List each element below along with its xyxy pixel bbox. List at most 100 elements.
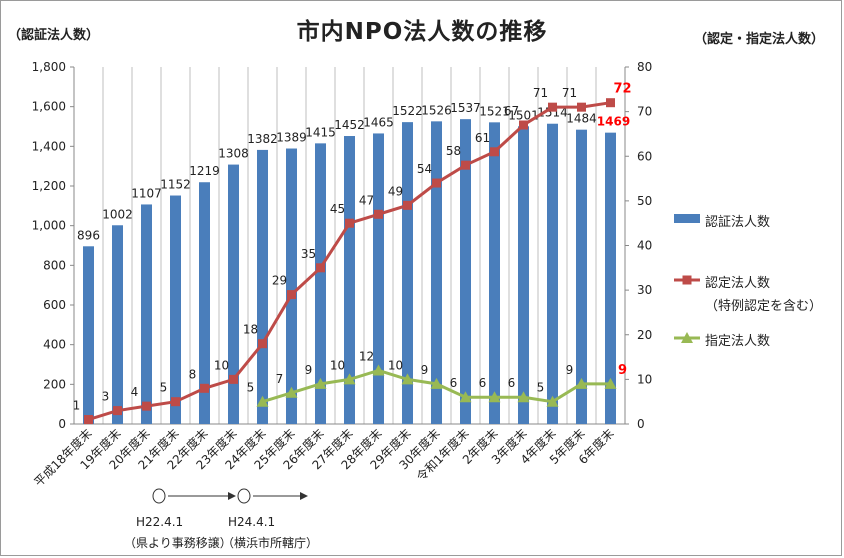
line-point	[606, 98, 615, 108]
line-point	[461, 160, 470, 170]
line-value-label: 61	[475, 131, 490, 145]
bar-value-label: 1415	[305, 125, 336, 139]
line-point	[604, 377, 617, 389]
line-value-label: 5	[537, 381, 545, 395]
line-point	[401, 373, 414, 385]
left-tick-label: 400	[43, 338, 66, 352]
left-tick-label: 1,600	[32, 100, 66, 114]
bar-value-label: 1484	[566, 112, 597, 126]
line-point	[316, 263, 325, 273]
line-point	[548, 102, 557, 112]
bar-value-label: 1469	[597, 115, 630, 129]
bar-value-label: 1522	[392, 104, 423, 118]
bar-value-label: 1537	[450, 101, 481, 115]
bar	[257, 149, 268, 425]
left-tick-label: 1,200	[32, 179, 66, 193]
line-value-label: 7	[276, 372, 284, 386]
bar	[344, 136, 355, 424]
line-value-label: 9	[421, 363, 429, 377]
line-value-label: 54	[417, 162, 432, 176]
bar	[199, 182, 210, 424]
h22-arrowhead	[228, 492, 236, 500]
line-value-label: 6	[508, 376, 516, 390]
bar-value-label: 1514	[537, 106, 568, 120]
line-value-label: 29	[272, 274, 287, 288]
line-point	[432, 178, 441, 188]
bar	[112, 225, 123, 424]
line-value-label: 12	[359, 349, 374, 363]
line-value-label: 49	[388, 184, 403, 198]
line-value-label: 71	[562, 86, 577, 100]
left-tick-label: 1,000	[32, 219, 66, 233]
line-point	[374, 209, 383, 219]
right-tick-label: 60	[637, 149, 652, 163]
right-tick-label: 20	[637, 328, 652, 342]
bar	[489, 122, 500, 425]
right-tick-label: 70	[637, 105, 652, 119]
bar-value-label: 1382	[247, 132, 278, 146]
line-point	[285, 386, 298, 398]
footnote-h24-date: H24.4.1	[228, 515, 276, 529]
h24-circle-marker	[237, 488, 251, 504]
bar-value-label: 1152	[160, 178, 191, 192]
chart-title: 市内NPO法人数の推移	[296, 19, 548, 45]
line-value-label: 9	[566, 363, 574, 377]
bar	[228, 164, 239, 424]
bar-value-label: 1002	[102, 207, 133, 221]
h24-arrowhead	[300, 492, 308, 500]
right-axis-unit: （認定・指定法人数）	[693, 32, 824, 47]
left-axis-unit: （認証法人数）	[8, 28, 100, 43]
line-point	[517, 391, 530, 403]
line-value-label: 9	[305, 363, 313, 377]
left-tick-label: 1,800	[32, 60, 66, 74]
line-point	[84, 415, 93, 425]
line-point	[142, 401, 151, 411]
line-point	[575, 377, 588, 389]
bar	[605, 132, 616, 425]
line-point	[256, 395, 269, 407]
right-tick-label: 0	[637, 417, 645, 431]
line-point	[459, 391, 472, 403]
bar-value-label: 1308	[218, 147, 249, 161]
line-value-label: 6	[450, 376, 458, 390]
line-value-label: 3	[102, 390, 110, 404]
footnote-h22-date: H22.4.1	[136, 515, 184, 529]
bar-value-label: 896	[77, 228, 100, 242]
line-value-label: 6	[479, 376, 487, 390]
line-point	[113, 406, 122, 416]
bar	[170, 195, 181, 424]
bar-value-label: 1452	[334, 118, 365, 132]
bar	[518, 126, 529, 424]
bar	[431, 121, 442, 425]
line-point	[200, 383, 209, 393]
legend-line1-label: 認定法人数	[705, 276, 771, 291]
bar	[402, 122, 413, 425]
line-point	[287, 290, 296, 300]
line-point	[490, 147, 499, 157]
line-value-label: 10	[330, 358, 345, 372]
line-point	[258, 339, 267, 349]
line-value-label: 1	[73, 399, 81, 413]
right-tick-label: 80	[637, 60, 652, 74]
line-point	[577, 102, 586, 112]
line-point	[403, 200, 412, 210]
line-value-label: 45	[330, 202, 345, 216]
bar	[141, 204, 152, 424]
line-value-label: 35	[301, 247, 316, 261]
bar-value-label: 1526	[421, 103, 452, 117]
legend-line2-marker	[681, 332, 693, 343]
line-value-label: 67	[504, 104, 519, 118]
legend-line2-label: 指定法人数	[705, 334, 771, 349]
bar	[83, 246, 94, 424]
footnote-h22-note: （県より事務移譲）	[124, 536, 232, 550]
line-value-label: 10	[388, 358, 403, 372]
legend-line1-marker	[682, 275, 692, 285]
bar-value-label: 1107	[131, 186, 162, 200]
left-tick-label: 0	[58, 417, 66, 431]
right-tick-label: 10	[637, 372, 652, 386]
bar	[286, 148, 297, 424]
line-value-label: 72	[613, 82, 631, 97]
bar-value-label: 1521	[479, 104, 510, 118]
line-value-label: 47	[359, 193, 374, 207]
